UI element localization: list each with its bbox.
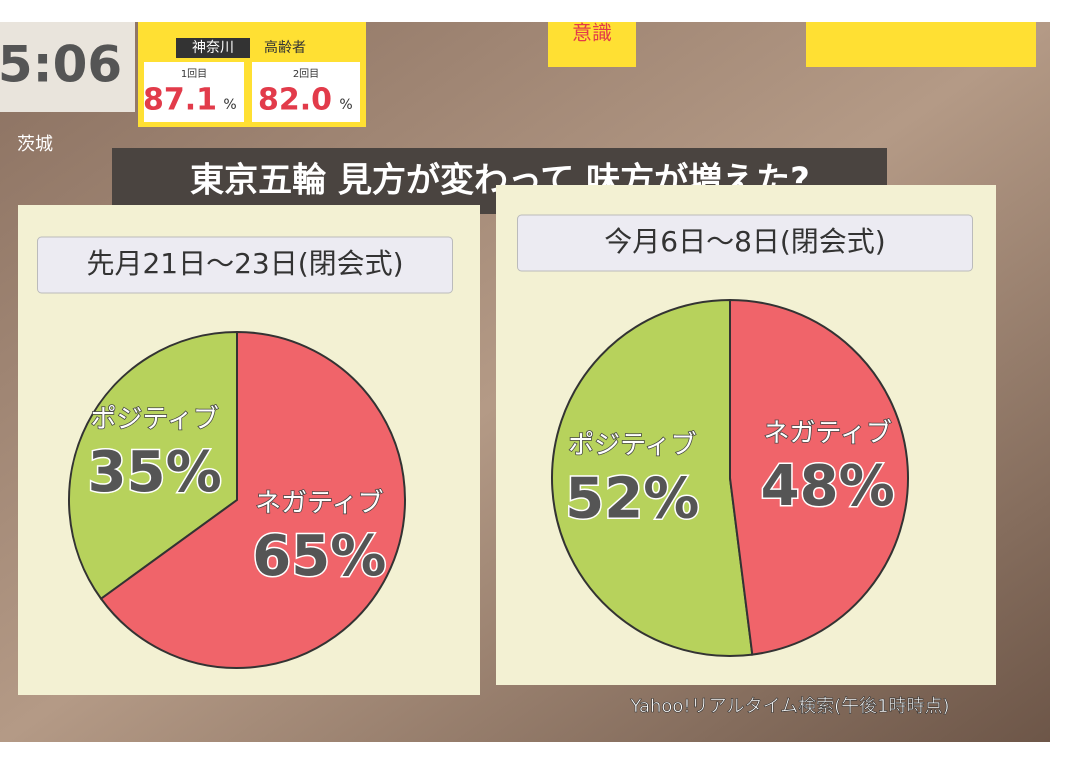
- dose2-box: [252, 62, 360, 122]
- slice-name: ネガティブ: [255, 488, 383, 518]
- tag-box: [548, 22, 636, 67]
- dose2-unit: %: [339, 97, 352, 113]
- slice-name: ポジティブ: [90, 405, 218, 435]
- clock: 5:06: [0, 36, 122, 94]
- pie-title: 先月21日～23日(閉会式): [86, 247, 403, 280]
- pie-header-box: [37, 236, 453, 294]
- dose1-box: [144, 62, 244, 122]
- pie-slice: [99, 330, 406, 669]
- pie-slice: [551, 298, 754, 657]
- region: 神奈川: [192, 40, 234, 56]
- slice-name: ネガティブ: [763, 418, 891, 448]
- pie-slice: [729, 298, 909, 656]
- slice-value: 52%: [565, 466, 699, 531]
- source: Yahoo!リアルタイム検索(午後1時時点): [629, 696, 949, 717]
- dose2-label: 2回目: [293, 68, 319, 80]
- pie-title: 今月6日～8日(閉会式): [604, 225, 885, 258]
- slice-value: 65%: [252, 524, 386, 589]
- dose1-unit: %: [223, 97, 236, 113]
- weather-place: 茨城: [17, 134, 53, 155]
- pie-header-box: [517, 214, 973, 272]
- dose1-label: 1回目: [181, 68, 207, 80]
- slice-value: 48%: [761, 454, 895, 519]
- tag: 意識: [572, 21, 612, 45]
- dose2-rate: 82.0: [258, 83, 332, 118]
- dose1-rate: 87.1: [143, 83, 217, 118]
- region-tag: [176, 38, 250, 58]
- logo-box: [806, 22, 1036, 67]
- group: 高齢者: [264, 39, 306, 56]
- pie-slice: [68, 330, 238, 601]
- slice-name: ポジティブ: [568, 431, 696, 461]
- slice-value: 35%: [88, 440, 222, 505]
- clock-box: [0, 22, 135, 112]
